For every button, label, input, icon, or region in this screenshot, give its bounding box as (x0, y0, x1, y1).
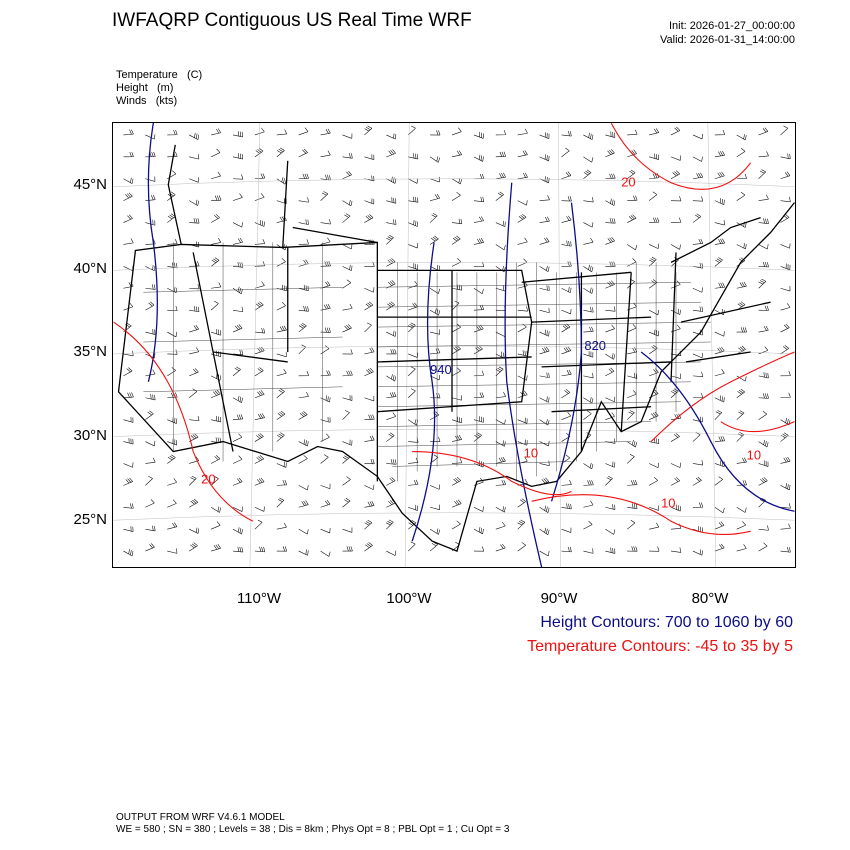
lat-label-40n: 40°N (73, 260, 107, 277)
lat-label-30n: 30°N (73, 427, 107, 444)
temperature-label: 10 (661, 495, 675, 510)
map-panel: 940 820 20 20 10 10 10 (112, 122, 796, 568)
county-lines (143, 242, 711, 482)
height-contours-legend: Height Contours: 700 to 1060 by 60 (540, 614, 793, 631)
valid-time: Valid: 2026-01-31_14:00:00 (660, 34, 795, 46)
model-config-line: WE = 580 ; SN = 380 ; Levels = 38 ; Dis … (116, 824, 510, 835)
field-height: Height (m) (116, 82, 174, 94)
field-temperature: Temperature (C) (116, 69, 203, 81)
temperature-contours-legend: Temperature Contours: -45 to 35 by 5 (527, 638, 793, 655)
lon-label-100w: 100°W (386, 590, 432, 607)
model-output-line: OUTPUT FROM WRF V4.6.1 MODEL (116, 812, 285, 823)
lon-label-90w: 90°W (540, 590, 578, 607)
height-contours (147, 123, 795, 567)
lat-label-35n: 35°N (73, 343, 107, 360)
lon-label-80w: 80°W (691, 590, 729, 607)
temperature-label: 10 (747, 447, 761, 462)
temperature-label: 20 (621, 175, 635, 190)
height-label: 940 (430, 362, 452, 377)
lon-label-110w: 110°W (236, 590, 282, 607)
height-label: 820 (584, 338, 606, 353)
field-winds: Winds (kts) (116, 95, 178, 107)
temperature-label: 10 (524, 445, 538, 460)
contour-labels: 940 820 20 20 10 10 10 (201, 175, 761, 511)
temperature-contours (113, 123, 795, 535)
state-boundaries (117, 144, 795, 552)
map-background (113, 123, 795, 567)
temperature-label: 20 (201, 471, 215, 486)
lat-label-25n: 25°N (73, 511, 107, 528)
init-time: Init: 2026-01-27_00:00:00 (669, 20, 795, 32)
plot-title: IWFAQRP Contiguous US Real Time WRF (112, 10, 472, 31)
lat-label-45n: 45°N (73, 176, 107, 193)
